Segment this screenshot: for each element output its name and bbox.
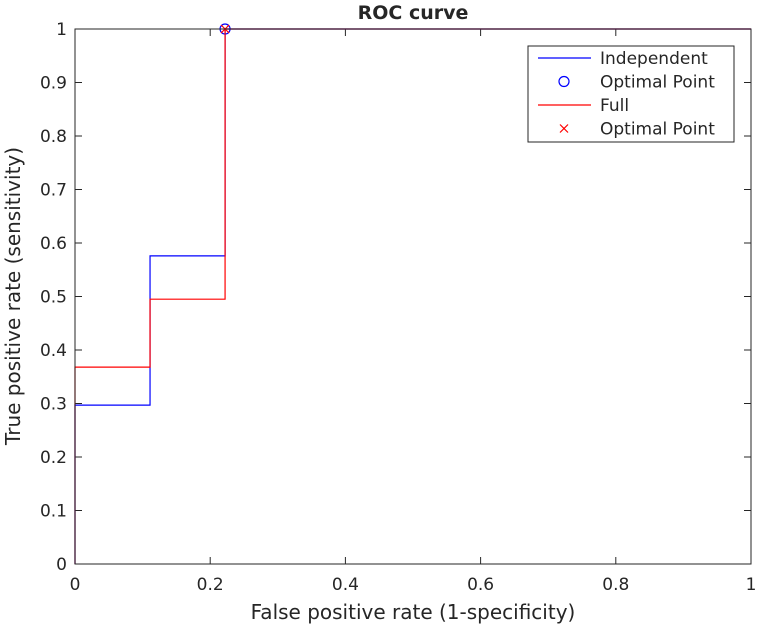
plot-frame [74,28,752,565]
y-tick-label: 0.3 [40,395,67,415]
x-axis-label: False positive rate (1-specificity) [251,600,576,624]
y-tick-label: 0 [56,555,67,575]
x-tick-label: 0.6 [467,575,494,595]
chart-title: ROC curve [358,2,469,24]
y-tick-label: 0.6 [40,234,67,254]
y-tick-label: 0.7 [40,181,67,201]
x-tick-label: 0.4 [332,575,359,595]
x-tick-label: 0 [70,575,81,595]
y-tick-label: 0.5 [40,288,67,308]
legend: Independent Optimal Point Full Optimal Poin… [527,45,735,143]
y-axis-label: True positive rate (sensitivity) [1,147,25,446]
legend-circle-marker [558,75,570,88]
x-tick-label: 1 [746,575,757,595]
legend-x-marker [559,124,569,133]
y-tick-label: 0.9 [40,74,67,94]
y-tick-label: 0.4 [40,341,67,361]
y-tick-label: 0.1 [40,502,67,522]
y-tick-label: 0.8 [40,127,67,147]
legend-label: Optimal Point [600,120,715,140]
x-tick-label: 0.8 [602,575,629,595]
ticks-layer: 0 0.2 0.4 0.6 0.8 1 0 0.1 0.2 0.3 0.4 0.5 0.6 0.7 0.8 0… [40,20,756,595]
y-tick-label: 1 [56,20,67,40]
legend-label: Full [600,96,629,116]
legend-label: Independent [600,49,708,69]
y-tick-label: 0.2 [40,448,67,468]
x-tick-label: 0.2 [197,575,224,595]
legend-label: Optimal Point [600,73,715,93]
